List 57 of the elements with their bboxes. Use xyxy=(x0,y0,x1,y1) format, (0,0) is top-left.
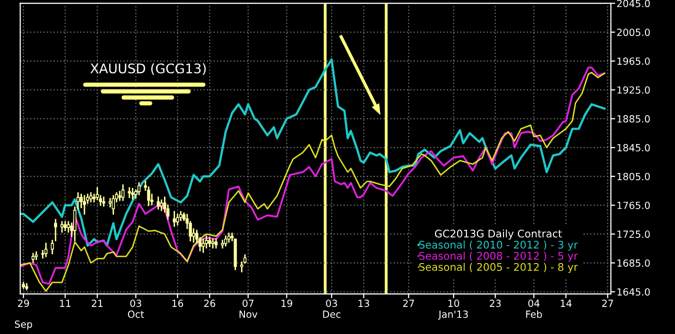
candlestick xyxy=(176,214,180,226)
y-tick-label: 1645.0 xyxy=(618,288,650,296)
candlestick xyxy=(131,188,134,200)
legend-label: Seasonal ( 2005 - 2012 ) - 8 yr xyxy=(419,262,578,273)
x-tick-label: 10 Jan'13 xyxy=(438,300,468,320)
x-tick-label: 11 xyxy=(60,300,70,307)
x-tick-label: 03 Dec xyxy=(323,300,340,318)
x-tick-label: 04 Feb xyxy=(526,300,542,318)
y-tick-label: 1925.0 xyxy=(618,86,650,94)
y-tick-label: 1885.0 xyxy=(618,115,650,123)
candlestick xyxy=(76,192,80,210)
x-tick-label: 26 xyxy=(204,300,216,307)
candlestick xyxy=(66,221,70,233)
candlestick xyxy=(73,206,76,242)
y-tick-label: 2045.0 xyxy=(617,0,650,8)
candlestick xyxy=(128,187,131,198)
x-tick-label: 03 Oct xyxy=(128,300,144,318)
candlestick xyxy=(137,182,141,196)
candlestick xyxy=(102,196,106,207)
candlestick xyxy=(211,238,214,248)
y-tick-label: 1765.0 xyxy=(618,202,650,210)
x-tick-label: 14 xyxy=(560,300,572,307)
y-tick-label: 2005.0 xyxy=(617,28,650,36)
candlestick xyxy=(82,195,86,215)
candlestick xyxy=(224,236,228,246)
legend-label: Seasonal ( 2010 - 2012 ) - 3 yr xyxy=(419,240,578,251)
x-tick-label: 19 xyxy=(282,300,292,307)
legend-label: Seasonal ( 2008 - 2012 ) - 5 yr xyxy=(419,252,578,262)
candlestick xyxy=(156,196,160,210)
x-tick-label: 16 xyxy=(172,300,184,307)
y-tick-label: 1805.0 xyxy=(618,172,650,180)
candlestick xyxy=(44,242,48,258)
candlestick xyxy=(118,190,122,201)
x-tick-label: 27 xyxy=(602,300,614,307)
x-tick-label: 13 xyxy=(358,300,370,307)
x-tick-label: 29 xyxy=(18,300,29,307)
candlestick xyxy=(50,240,54,254)
y-tick-label: 1685.0 xyxy=(618,259,650,267)
x-tick-label: 21 xyxy=(92,300,103,307)
candlestick xyxy=(160,199,164,211)
x-tick-label: 23 xyxy=(490,300,501,307)
candlestick xyxy=(34,251,38,260)
x-tick-label: 07 Nov xyxy=(240,300,258,318)
candlestick xyxy=(54,218,58,242)
candlestick xyxy=(202,238,205,253)
y-tick-label: 1845.0 xyxy=(618,144,650,152)
text: Sep xyxy=(14,320,32,330)
candlestick xyxy=(172,211,176,227)
x-tick-label: 27 xyxy=(403,300,414,307)
candlestick xyxy=(60,221,64,233)
candlestick xyxy=(25,283,28,290)
legend-title: GC2013G Daily Contract xyxy=(434,229,562,240)
y-tick-label: 1965.0 xyxy=(618,58,650,65)
candlestick xyxy=(121,184,125,201)
y-tick-label: 1725.0 xyxy=(618,230,650,238)
text: XAUUSD (GCG13) xyxy=(90,63,206,75)
candlestick xyxy=(112,195,115,215)
